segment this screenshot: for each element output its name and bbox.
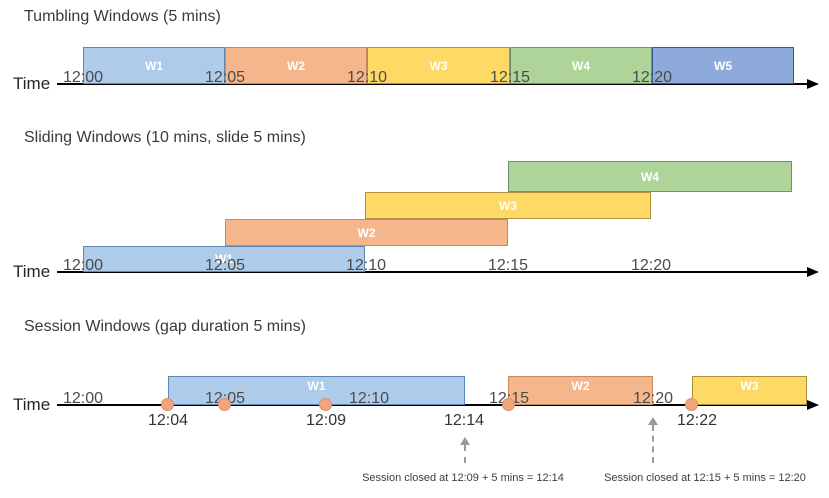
time-axis-label-sliding: Time xyxy=(13,262,51,281)
event-dot xyxy=(319,398,332,411)
window-bar xyxy=(692,376,807,405)
tick-label: 12:10 xyxy=(348,390,390,407)
window-label: W1 xyxy=(215,252,233,266)
window-bar xyxy=(367,47,510,84)
window-bar xyxy=(83,47,225,84)
timeline-arrow-icon xyxy=(807,79,819,89)
below-tick-label: 12:22 xyxy=(676,412,718,429)
window-bar xyxy=(652,47,794,84)
timeline xyxy=(57,83,810,85)
timeline-arrow-icon xyxy=(807,400,819,410)
below-tick-label: 12:14 xyxy=(443,412,485,429)
tick-label: 12:10 xyxy=(345,257,387,274)
window-bar xyxy=(225,47,367,84)
window-bar xyxy=(365,192,651,219)
event-dot xyxy=(502,398,515,411)
tick-label: 12:15 xyxy=(487,257,529,274)
window-label: W2 xyxy=(357,226,376,240)
window-label: W1 xyxy=(145,59,163,73)
session-close-annotation: Session closed at 12:09 + 5 mins = 12:14 xyxy=(362,472,564,484)
timeline xyxy=(57,404,810,406)
time-axis-label-session: Time xyxy=(13,395,51,414)
session-close-annotation: Session closed at 12:15 + 5 mins = 12:20 xyxy=(604,472,806,484)
tick-label: 12:15 xyxy=(489,69,531,86)
tick-label: 12:00 xyxy=(62,390,104,407)
tick-label: 12:05 xyxy=(204,257,246,274)
tick-label: 12:00 xyxy=(62,257,104,274)
window-bar xyxy=(508,376,653,405)
window-label: W2 xyxy=(287,59,305,73)
window-label: W1 xyxy=(307,379,326,393)
timeline-arrow-icon xyxy=(807,267,819,277)
window-bar xyxy=(225,219,508,246)
callout-arrow-icon xyxy=(648,417,658,425)
event-dot xyxy=(161,398,174,411)
window-label: W3 xyxy=(740,379,759,393)
window-label: W5 xyxy=(714,59,732,73)
window-bar xyxy=(508,161,792,192)
tick-label: 12:20 xyxy=(632,390,674,407)
callout-arrow-icon xyxy=(460,437,470,445)
tick-label: 12:20 xyxy=(630,257,672,274)
window-label: W4 xyxy=(572,59,590,73)
time-axis-label-tumbling: Time xyxy=(13,74,51,93)
tick-label: 12:10 xyxy=(346,69,388,86)
timeline xyxy=(57,271,810,273)
window-label: W3 xyxy=(429,59,448,73)
event-dot xyxy=(685,398,698,411)
window-label: W3 xyxy=(499,199,517,213)
tick-label: 12:05 xyxy=(204,69,246,86)
section-title-session: Session Windows (gap duration 5 mins) xyxy=(24,318,306,335)
window-label: W2 xyxy=(571,379,590,393)
below-tick-label: 12:04 xyxy=(147,412,189,429)
section-title-sliding: Sliding Windows (10 mins, slide 5 mins) xyxy=(24,129,306,146)
window-bar xyxy=(510,47,652,84)
window-bar xyxy=(168,376,465,405)
event-dot xyxy=(218,398,231,411)
window-bar xyxy=(83,246,365,272)
tick-label: 12:20 xyxy=(631,69,673,86)
callout-arrow-line xyxy=(464,445,466,463)
section-title-tumbling: Tumbling Windows (5 mins) xyxy=(24,8,221,25)
below-tick-label: 12:09 xyxy=(305,412,347,429)
callout-arrow-line xyxy=(652,425,654,463)
window-label: W4 xyxy=(641,170,659,184)
tick-label: 12:00 xyxy=(62,69,104,86)
